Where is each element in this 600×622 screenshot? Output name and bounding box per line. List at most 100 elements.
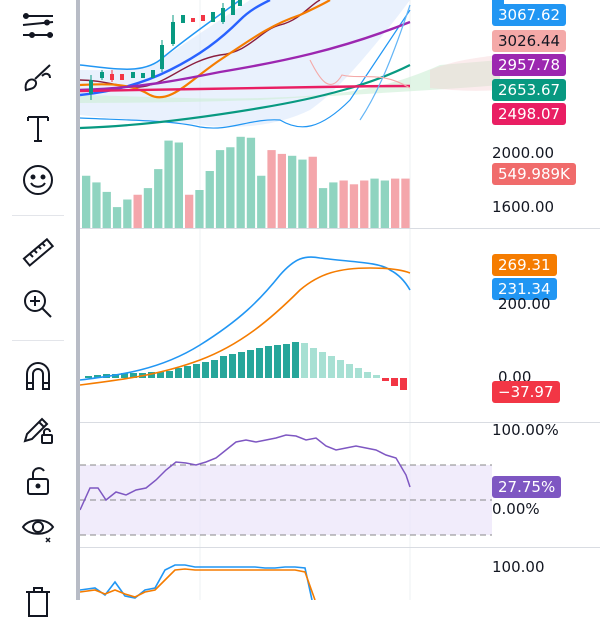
- macd-hist-bar: [301, 343, 308, 378]
- volume-bar: [123, 199, 132, 228]
- macd-hist-bar: [202, 362, 209, 378]
- chart-area[interactable]: 3067.62 3026.44 2957.78 2653.67 2498.07 …: [80, 0, 600, 600]
- bottom-axis-top: 100.00: [492, 558, 545, 576]
- bollinger-band-fill: [80, 0, 410, 127]
- volume-bar: [370, 178, 379, 228]
- volume-bar: [185, 194, 194, 228]
- volume-bar: [391, 178, 400, 228]
- emoji-icon[interactable]: [18, 160, 58, 200]
- unlock-icon[interactable]: [18, 460, 58, 500]
- volume-bar: [380, 180, 389, 228]
- ma-red-line: [80, 84, 411, 93]
- magnet-icon[interactable]: [18, 356, 58, 396]
- volume-axis-top: 2000.00: [492, 144, 555, 162]
- macd-hist-bar: [373, 375, 380, 378]
- volume-bar: [360, 180, 369, 228]
- volume-bar: [205, 171, 214, 228]
- price-label-blue: 3067.62: [492, 4, 567, 26]
- volume-bar: [133, 194, 142, 228]
- volume-bar: [236, 136, 245, 228]
- macd-hist-bar: [382, 378, 389, 381]
- volume-bar: [82, 175, 91, 228]
- volume-bar: [174, 142, 183, 228]
- volume-bar: [401, 178, 410, 228]
- price-label-purple: 2957.78: [492, 54, 567, 76]
- macd-hist-bar: [274, 345, 281, 378]
- ruler-icon[interactable]: [18, 232, 58, 272]
- volume-bar: [308, 156, 317, 228]
- volume-label: 549.989K: [492, 163, 576, 185]
- macd-hist-bar: [166, 371, 173, 378]
- volume-bars: [82, 136, 410, 228]
- trendline-tools-icon[interactable]: [18, 6, 58, 46]
- ma-purple-line: [80, 20, 411, 92]
- macd-histogram: [85, 342, 407, 390]
- macd-hist-bar: [94, 375, 101, 378]
- volume-bar: [226, 147, 235, 228]
- volume-bar: [298, 159, 307, 228]
- volume-axis-bottom: 1600.00: [492, 198, 555, 216]
- macd-hist-bar: [193, 364, 200, 378]
- macd-hist-bar: [112, 374, 119, 378]
- volume-bar: [257, 175, 266, 228]
- macd-hist-bar: [121, 373, 128, 378]
- macd-hist-bar: [238, 352, 245, 378]
- volume-bar: [215, 150, 225, 228]
- price-label-green: 2653.67: [492, 79, 567, 101]
- macd-line-label: 231.34: [492, 278, 557, 300]
- macd-hist-bar: [355, 368, 362, 378]
- macd-hist-bar: [247, 350, 254, 378]
- volume-bar: [154, 169, 163, 228]
- volume-bar: [339, 180, 348, 228]
- trash-icon[interactable]: [18, 582, 58, 622]
- macd-hist-label: −37.97: [492, 381, 560, 403]
- ichimoku-cloud: [80, 60, 500, 103]
- volume-bar: [246, 137, 256, 228]
- macd-signal-line: [80, 267, 411, 386]
- volume-bar: [102, 191, 111, 228]
- volume-bar: [143, 188, 153, 228]
- price-candles: [89, 0, 242, 100]
- brush-icon[interactable]: [18, 56, 58, 96]
- macd-hist-bar: [220, 356, 227, 378]
- macd-hist-bar: [175, 368, 182, 378]
- macd-hist-bar: [337, 360, 344, 378]
- text-tool-icon[interactable]: [18, 108, 58, 148]
- macd-hist-bar: [283, 344, 290, 378]
- price-label-pink: 3026.44: [492, 30, 567, 52]
- zoom-in-icon[interactable]: [18, 284, 58, 324]
- macd-hist-bar: [319, 352, 326, 378]
- macd-hist-bar: [229, 354, 236, 378]
- drawing-toolbar: [0, 0, 76, 617]
- volume-bar: [112, 207, 122, 228]
- macd-hist-bar: [346, 364, 353, 378]
- volume-bar: [277, 153, 286, 228]
- volume-bar: [92, 182, 101, 228]
- eye-icon[interactable]: [18, 508, 58, 548]
- price-label-red: 2498.07: [492, 103, 567, 125]
- chart-canvas[interactable]: [80, 0, 600, 600]
- macd-hist-bar: [310, 348, 317, 378]
- macd-hist-bar: [211, 360, 218, 378]
- volume-bar: [288, 155, 297, 228]
- volume-bar: [164, 140, 173, 228]
- volume-bar: [329, 182, 338, 228]
- rsi-value-label: 27.75%: [492, 476, 562, 498]
- ma-green-line: [80, 64, 411, 130]
- lock-drawings-icon[interactable]: [18, 408, 58, 448]
- macd-hist-bar: [391, 378, 398, 386]
- macd-signal-label: 269.31: [492, 254, 557, 276]
- volume-bar: [349, 184, 359, 228]
- toolbar-divider[interactable]: [76, 0, 80, 600]
- macd-axis-mid: 200.00: [498, 295, 551, 313]
- macd-hist-bar: [292, 342, 299, 378]
- macd-hist-bar: [328, 356, 335, 378]
- volume-bar: [318, 188, 328, 228]
- macd-hist-bar: [265, 346, 272, 378]
- macd-line: [80, 256, 411, 381]
- macd-hist-bar: [256, 348, 263, 378]
- volume-bar: [267, 150, 276, 228]
- rsi-axis-bottom: 0.00%: [492, 500, 540, 518]
- macd-hist-bar: [400, 378, 407, 390]
- macd-hist-bar: [148, 372, 155, 378]
